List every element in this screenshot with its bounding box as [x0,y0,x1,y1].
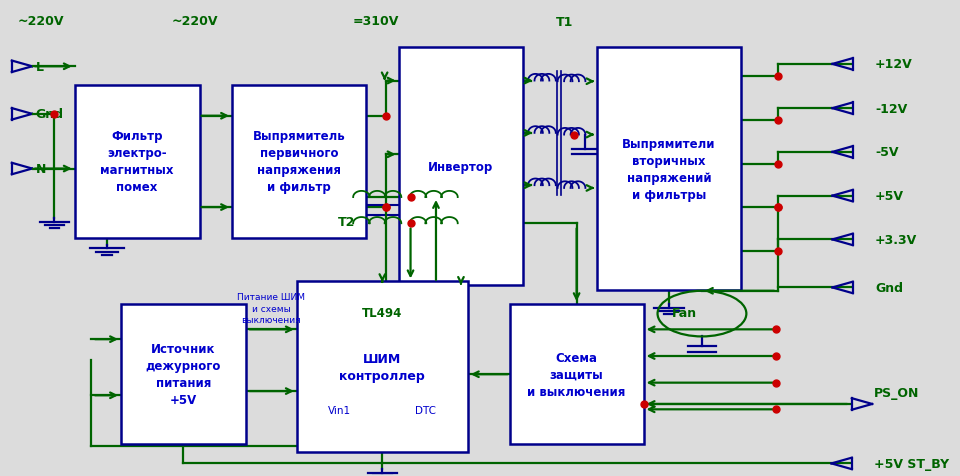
Text: PS_ON: PS_ON [874,386,920,399]
Text: +5V ST_BY: +5V ST_BY [874,457,949,470]
Text: Фильтр
электро-
магнитных
помех: Фильтр электро- магнитных помех [101,130,174,194]
Text: Fan: Fan [672,307,697,319]
FancyBboxPatch shape [510,305,643,445]
Text: ~220V: ~220V [17,15,64,28]
Text: -12V: -12V [875,102,907,115]
Text: Gnd: Gnd [36,108,64,121]
Text: Источник
дежурного
питания
+5V: Источник дежурного питания +5V [146,343,221,407]
Text: Выпрямитель
первичного
напряжения
и фильтр: Выпрямитель первичного напряжения и филь… [252,130,346,194]
Text: =310V: =310V [352,15,398,28]
Text: Vin1: Vin1 [327,405,350,415]
FancyBboxPatch shape [398,48,523,286]
FancyBboxPatch shape [75,86,200,238]
Text: +5V: +5V [875,190,904,203]
Text: Выпрямители
вторичных
напряжений
и фильтры: Выпрямители вторичных напряжений и фильт… [622,137,716,201]
Text: T2: T2 [338,215,356,228]
FancyBboxPatch shape [297,282,468,453]
Text: T1: T1 [556,16,573,29]
Text: TL494: TL494 [362,306,402,319]
FancyBboxPatch shape [232,86,366,238]
Text: L: L [36,60,44,74]
Text: Схема
защиты
и выключения: Схема защиты и выключения [527,351,626,398]
Text: DTC: DTC [415,405,436,415]
Text: -5V: -5V [875,146,899,159]
Text: Питание ШИМ
и схемы
выключения: Питание ШИМ и схемы выключения [237,293,305,324]
Text: +3.3V: +3.3V [875,233,917,247]
Text: +12V: +12V [875,58,913,71]
Text: Gnd: Gnd [875,281,903,294]
Text: N: N [36,163,46,176]
Text: ШИМ
контроллер: ШИМ контроллер [340,352,425,382]
Text: ~220V: ~220V [172,15,218,28]
FancyBboxPatch shape [597,48,741,290]
FancyBboxPatch shape [121,305,246,445]
Text: Инвертор: Инвертор [428,160,493,173]
